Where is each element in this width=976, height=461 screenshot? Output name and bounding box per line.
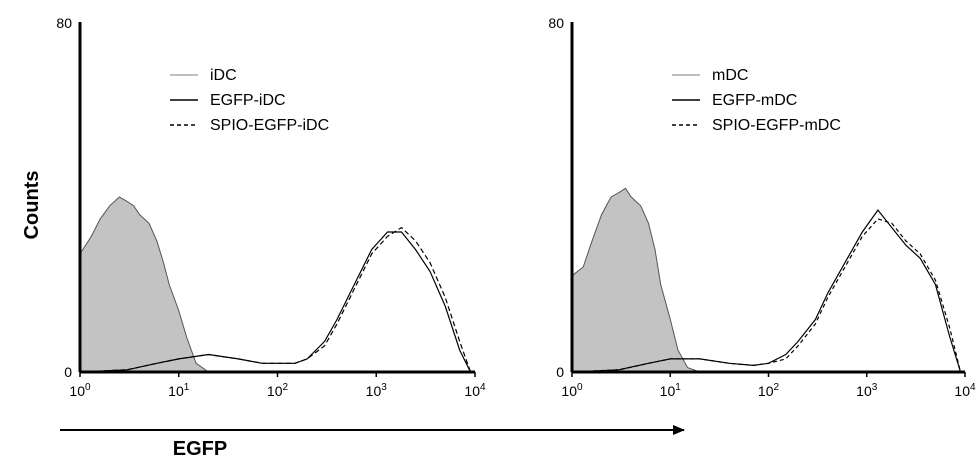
x-tick-label: 102 [267,382,289,399]
legend-label: SPIO-EGFP-iDC [210,117,329,134]
y-tick-label: 80 [56,15,72,31]
legend-label: iDC [210,67,237,84]
x-tick-label: 103 [366,382,388,399]
legend-label: SPIO-EGFP-mDC [712,117,841,134]
legend-label: mDC [712,67,748,84]
y-tick-label: 80 [548,15,564,31]
x-tick-label: 104 [954,382,976,399]
y-tick-label: 0 [64,364,72,380]
x-tick-label: 101 [660,382,682,399]
series-idc-area [79,196,211,373]
x-axis-title: EGFP [173,438,227,460]
series-spio-egfp-mdc-line [571,218,962,373]
x-tick-label: 104 [464,382,486,399]
y-tick-label: 0 [556,364,564,380]
x-tick-label: 100 [69,382,91,399]
x-tick-label: 102 [758,382,780,399]
y-axis-title: Counts [21,171,43,240]
series-egfp-idc-line [79,231,472,373]
legend-label: EGFP-iDC [210,92,286,109]
histogram-panel-mdc: 80 0 100 101 102 103 104 mDC EGFP-mDC SPIO-EGFP-m… [548,15,976,399]
x-tick-label: 100 [561,382,583,399]
legend-label: EGFP-mDC [712,92,797,109]
histogram-panel-idc: 80 0 100 101 102 103 104 iDC EGFP-iDC SPIO-EGFP-i… [56,15,486,399]
series-egfp-mdc-line [571,209,962,373]
series-mdc-area [571,187,700,373]
series-spio-egfp-idc-line [79,226,472,373]
x-tick-label: 103 [856,382,878,399]
x-tick-label: 101 [168,382,190,399]
